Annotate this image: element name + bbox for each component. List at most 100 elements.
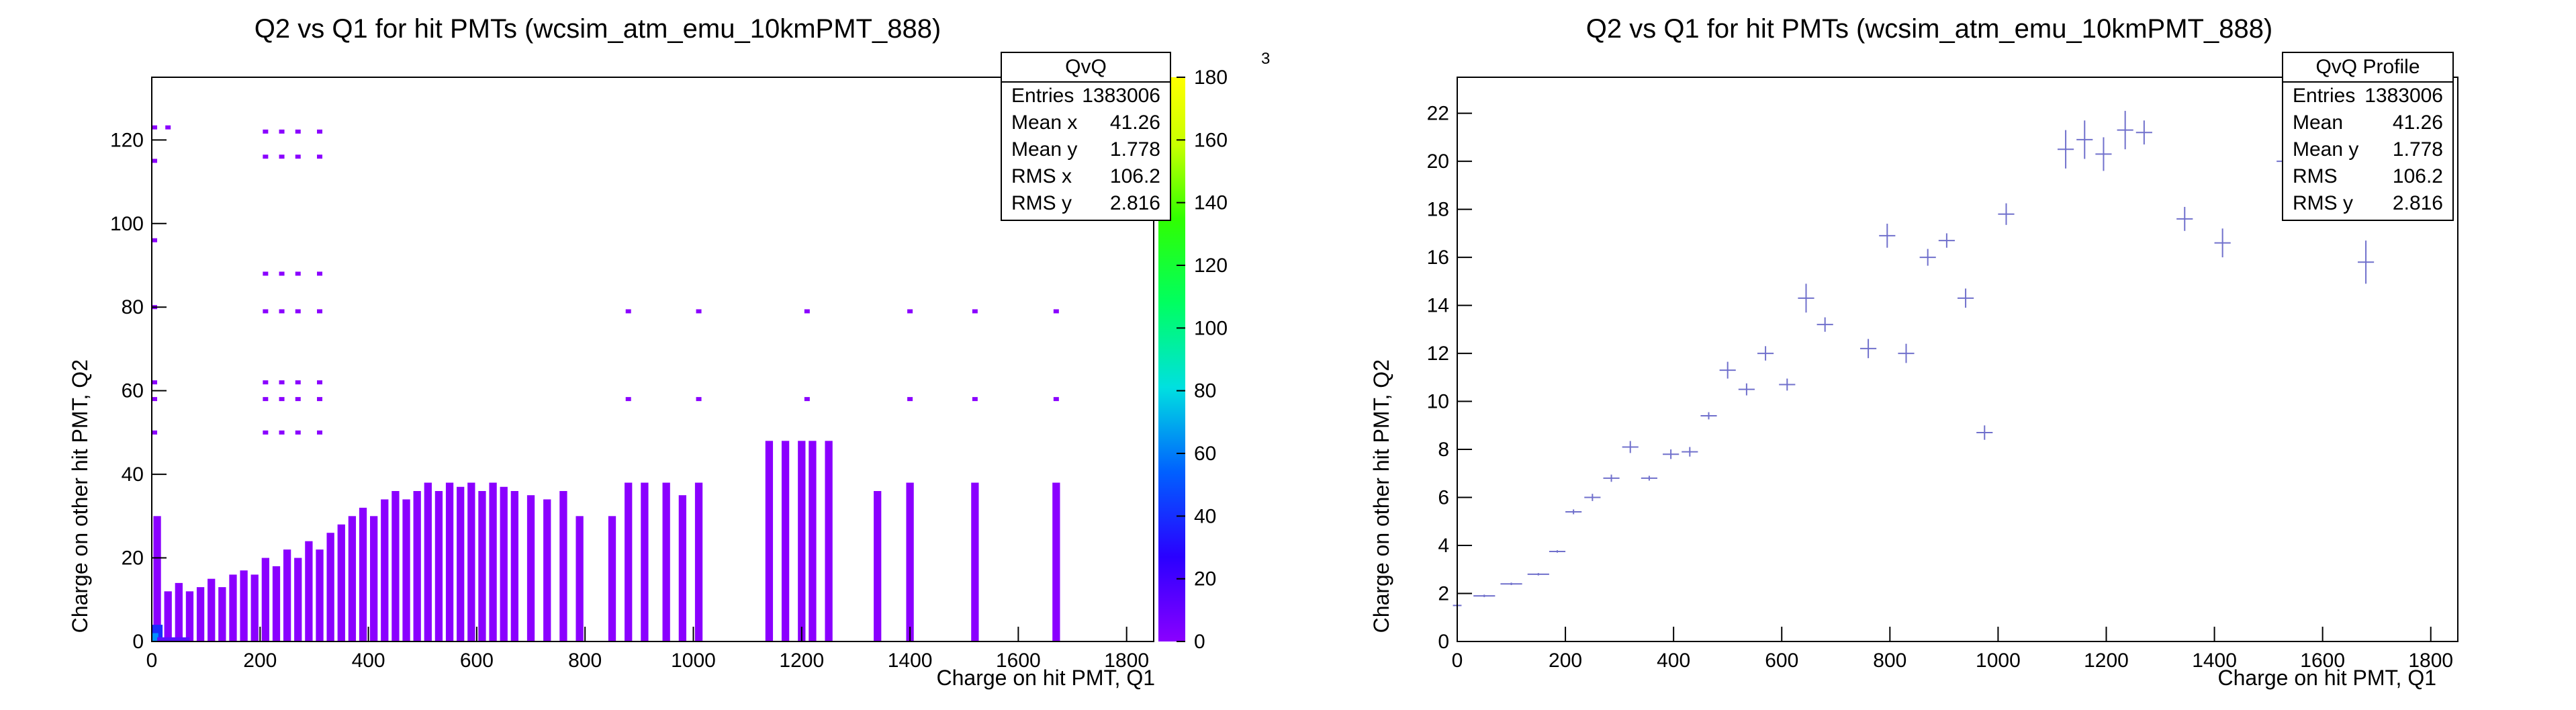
x-tick-label: 200 bbox=[1549, 650, 1582, 672]
histogram-column bbox=[662, 482, 670, 641]
stats-title: QvQ Profile bbox=[2283, 53, 2452, 83]
histogram-cell bbox=[696, 309, 702, 314]
x-tick-label: 1200 bbox=[2084, 650, 2129, 672]
profile-point bbox=[1998, 203, 2015, 225]
histogram-column bbox=[489, 482, 497, 641]
y-tick-label: 120 bbox=[110, 129, 144, 151]
profile-point bbox=[1682, 447, 1698, 457]
histogram-cell bbox=[263, 397, 269, 402]
histogram-core-cell bbox=[157, 637, 190, 641]
profile-point bbox=[1473, 594, 1496, 597]
histogram-column bbox=[559, 491, 567, 641]
colorbar-tick-label: 40 bbox=[1194, 505, 1216, 527]
histogram-cell bbox=[295, 129, 301, 134]
profile-point bbox=[2214, 228, 2231, 258]
x-tick-label: 1200 bbox=[779, 650, 824, 672]
histogram-cell bbox=[317, 129, 323, 134]
stats-row-mean-x: Mean x 41.26 bbox=[1011, 112, 1160, 134]
x-tick-label: 400 bbox=[352, 650, 385, 672]
x-tick-label: 1000 bbox=[671, 650, 716, 672]
profile-point bbox=[1500, 582, 1522, 585]
histogram-column bbox=[641, 482, 649, 641]
colorbar-tick-label: 20 bbox=[1194, 568, 1216, 590]
stats-row-rms-y: RMS y 2.816 bbox=[2293, 192, 2443, 214]
histogram-column bbox=[196, 587, 205, 641]
histogram-cell bbox=[625, 397, 631, 402]
histogram-column bbox=[294, 558, 302, 641]
y-tick-label: 18 bbox=[1427, 199, 1449, 221]
y-tick-label: 100 bbox=[110, 213, 144, 235]
histogram-cell bbox=[907, 309, 913, 314]
profile-point bbox=[2176, 207, 2193, 231]
profile-point bbox=[1919, 249, 1936, 266]
histogram-column bbox=[445, 482, 454, 641]
histogram-cell bbox=[317, 397, 323, 402]
histogram-column bbox=[359, 507, 367, 641]
histogram-column bbox=[392, 491, 400, 641]
y-tick-label: 12 bbox=[1427, 343, 1449, 365]
colorbar-ticks: 0 20 40 60 80 100 120 140 160 180 3 bbox=[1177, 50, 1270, 653]
x-tick-label: 1600 bbox=[2300, 650, 2345, 672]
histogram-cell bbox=[263, 129, 269, 134]
x-tick-label: 800 bbox=[1873, 650, 1906, 672]
histogram-cell bbox=[1053, 397, 1059, 402]
histogram-cell bbox=[907, 397, 913, 402]
y-tick-label: 60 bbox=[122, 380, 144, 402]
histogram-column bbox=[305, 541, 313, 641]
histogram-cell bbox=[1053, 309, 1059, 314]
colorbar-tick-label: 0 bbox=[1194, 631, 1205, 653]
profile-point bbox=[1976, 425, 1993, 440]
histogram-cell bbox=[295, 380, 301, 385]
profile-panel: Q2 vs Q1 for hit PMTs (wcsim_atm_emu_10k… bbox=[1288, 0, 2576, 707]
histogram-column bbox=[543, 499, 551, 641]
histogram-column bbox=[424, 482, 432, 641]
histogram-column bbox=[208, 578, 216, 641]
profile-point bbox=[1663, 449, 1680, 459]
histogram-cell bbox=[295, 397, 301, 402]
profile-point bbox=[1738, 383, 1755, 396]
histogram-column bbox=[798, 441, 806, 641]
histogram-column bbox=[608, 516, 616, 641]
histogram-core-cell bbox=[152, 633, 158, 641]
profile-point bbox=[1798, 283, 1814, 313]
profile-point bbox=[1757, 346, 1774, 361]
y-tick-label: 22 bbox=[1427, 103, 1449, 125]
stats-title: QvQ bbox=[1002, 53, 1170, 83]
stats-row-rms: RMS 106.2 bbox=[2293, 165, 2443, 187]
histogram-column bbox=[250, 574, 259, 641]
x-tick-label: 400 bbox=[1657, 650, 1690, 672]
x-tick-label: 1800 bbox=[2408, 650, 2453, 672]
histogram-cell bbox=[972, 309, 978, 314]
plot-frame bbox=[1457, 77, 2458, 642]
x-tick-label: 1000 bbox=[1976, 650, 2021, 672]
x-tick-label: 600 bbox=[1765, 650, 1798, 672]
chart-title: Q2 vs Q1 for hit PMTs (wcsim_atm_emu_10k… bbox=[1586, 14, 2273, 44]
histogram-column bbox=[971, 482, 979, 641]
x-tick-label: 600 bbox=[460, 650, 494, 672]
histogram-column bbox=[381, 499, 389, 641]
profile-point bbox=[2135, 120, 2152, 145]
chart-title: Q2 vs Q1 for hit PMTs (wcsim_atm_emu_10k… bbox=[255, 14, 941, 44]
histogram-column bbox=[326, 533, 334, 641]
histogram-column bbox=[781, 441, 790, 641]
histogram-cells bbox=[152, 125, 1060, 641]
stats-row-mean: Mean 41.26 bbox=[2293, 112, 2443, 134]
y-tick-label: 0 bbox=[1438, 631, 1449, 653]
plot-frame bbox=[151, 77, 1154, 642]
y-axis-label: Charge on other hit PMT, Q2 bbox=[68, 359, 92, 633]
x-tick-label: 200 bbox=[243, 650, 277, 672]
histogram-column bbox=[240, 570, 248, 641]
y-tick-label: 40 bbox=[122, 463, 144, 486]
histogram-cell bbox=[279, 397, 285, 402]
stats-row-rms-x: RMS x 106.2 bbox=[1011, 165, 1160, 187]
histogram-column bbox=[261, 558, 270, 641]
histogram-cell bbox=[152, 238, 158, 242]
y-tick-label: 6 bbox=[1438, 487, 1449, 509]
stats-row-rms-y: RMS y 2.816 bbox=[1011, 192, 1160, 214]
profile-point bbox=[1565, 509, 1582, 515]
histogram-cell bbox=[152, 125, 158, 130]
histogram-column bbox=[164, 591, 172, 641]
histogram-cell bbox=[263, 154, 269, 159]
histogram-column bbox=[283, 549, 291, 641]
histogram-column bbox=[348, 516, 357, 641]
